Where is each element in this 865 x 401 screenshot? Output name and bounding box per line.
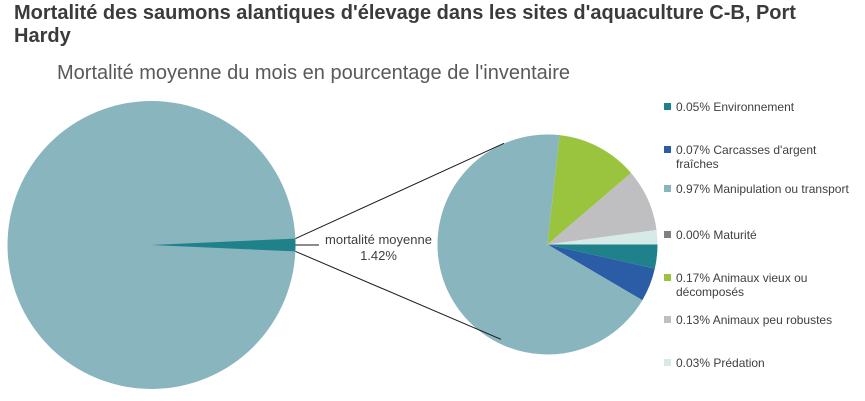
main-pie — [7, 101, 296, 389]
detail-slice-environnement — [547, 244, 658, 269]
connector-line-bottom — [295, 250, 502, 340]
annotation-value: 1.42% — [360, 248, 397, 263]
annotation-label: mortalité moyenne — [325, 232, 432, 247]
detail-pie — [437, 134, 658, 355]
chart-subtitle: Mortalité moyenne du mois en pourcentage… — [57, 62, 571, 84]
detail-slice-pr-dation — [547, 229, 658, 245]
annotation-callout: mortalité moyenne 1.42% — [296, 232, 461, 264]
connector-lines — [295, 142, 505, 340]
detail-slice-carcasses-d-argent-fra-ches — [547, 244, 655, 301]
detail-slice-animaux-peu-robustes — [547, 172, 657, 245]
main-pie-mortality-slice — [151, 238, 296, 252]
detail-slice-manipulation-ou-transport — [437, 134, 643, 355]
detail-slice-animaux-vieux-ou-d-compos-s — [547, 135, 632, 245]
connector-line-top — [295, 142, 505, 240]
page-title: Mortalité des saumons alantiques d'éleva… — [14, 2, 796, 47]
